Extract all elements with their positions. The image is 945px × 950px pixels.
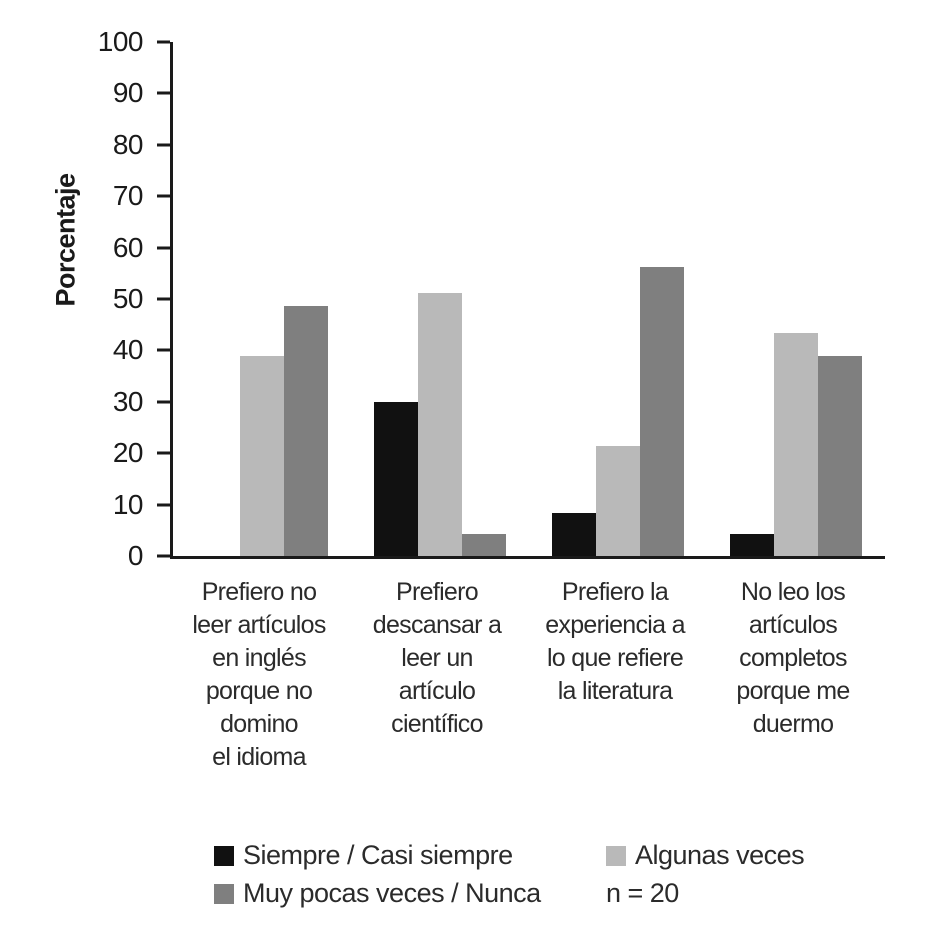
legend-label-algunas: Algunas veces — [635, 840, 805, 870]
y-tick-label: 50 — [112, 283, 144, 314]
x-axis-labels: Prefiero no leer artículos en inglés por… — [170, 576, 882, 774]
bar-series-2-group-4 — [774, 333, 818, 556]
y-tick-label: 0 — [127, 540, 144, 571]
bar-series-3-group-2 — [462, 533, 506, 556]
bar-series-1-group-3 — [552, 513, 596, 556]
bar-series-3-group-1 — [284, 305, 328, 556]
bar-series-3-group-3 — [640, 267, 684, 556]
y-tick-mark — [157, 91, 170, 95]
bar-series-2-group-2 — [418, 292, 462, 556]
legend-swatch-algunas-icon — [606, 845, 626, 866]
bar-series-1-group-2 — [374, 401, 418, 556]
bar-series-1-group-4 — [730, 533, 774, 556]
legend-swatch-siempre-icon — [214, 845, 234, 866]
legend-swatch-muy-pocas-icon — [214, 883, 234, 904]
legend-item-algunas: Algunas veces — [606, 840, 805, 871]
y-tick-mark — [157, 451, 170, 455]
y-tick-mark — [157, 297, 170, 301]
legend-item-muy-pocas: Muy pocas veces / Nunca — [214, 878, 606, 909]
legend: Siempre / Casi siempre Algunas veces Muy… — [214, 840, 805, 909]
y-tick-label: 20 — [112, 437, 144, 469]
category-label-1: Prefiero no leer artículos en inglés por… — [192, 578, 326, 771]
legend-note: n = 20 — [606, 878, 804, 909]
legend-note-text: n = 20 — [606, 878, 679, 908]
bar-series-2-group-3 — [596, 445, 640, 556]
category-label-3: Prefiero la experiencia a lo que refiere… — [545, 578, 685, 705]
y-tick-mark — [157, 143, 170, 147]
y-tick-label: 40 — [112, 334, 144, 366]
legend-label-siempre: Siempre / Casi siempre — [243, 840, 513, 870]
bar-series-3-group-4 — [818, 355, 862, 556]
y-tick-label: 30 — [112, 385, 144, 417]
bar-group-3 — [529, 42, 707, 556]
bar-group-4 — [707, 42, 885, 556]
bar-groups — [173, 42, 885, 556]
y-tick-label: 90 — [112, 77, 144, 109]
y-tick-mark — [157, 246, 170, 250]
y-tick-mark — [157, 194, 170, 198]
y-tick-label: 70 — [112, 180, 144, 212]
y-tick-mark — [157, 503, 170, 507]
category-label-4: No leo los artículos completos porque me… — [736, 578, 850, 738]
y-tick-mark — [157, 348, 170, 352]
y-tick-label: 60 — [112, 231, 144, 263]
y-tick-mark — [157, 554, 170, 558]
y-axis-ticks: 100 90 80 70 60 50 40 30 20 10 0 — [0, 26, 170, 571]
y-tick-label: 80 — [112, 128, 144, 160]
bar-series-2-group-1 — [240, 355, 284, 556]
plot-area — [170, 42, 885, 559]
y-tick-mark — [157, 400, 170, 404]
bar-group-1 — [173, 42, 351, 556]
legend-item-siempre: Siempre / Casi siempre — [214, 840, 606, 871]
legend-label-muy-pocas: Muy pocas veces / Nunca — [243, 878, 541, 908]
bar-group-2 — [351, 42, 529, 556]
y-tick-label: 100 — [97, 26, 144, 57]
y-tick-label: 10 — [112, 488, 144, 520]
y-tick-mark — [157, 40, 170, 44]
category-label-2: Prefiero descansar a leer un artículo ci… — [372, 578, 502, 738]
